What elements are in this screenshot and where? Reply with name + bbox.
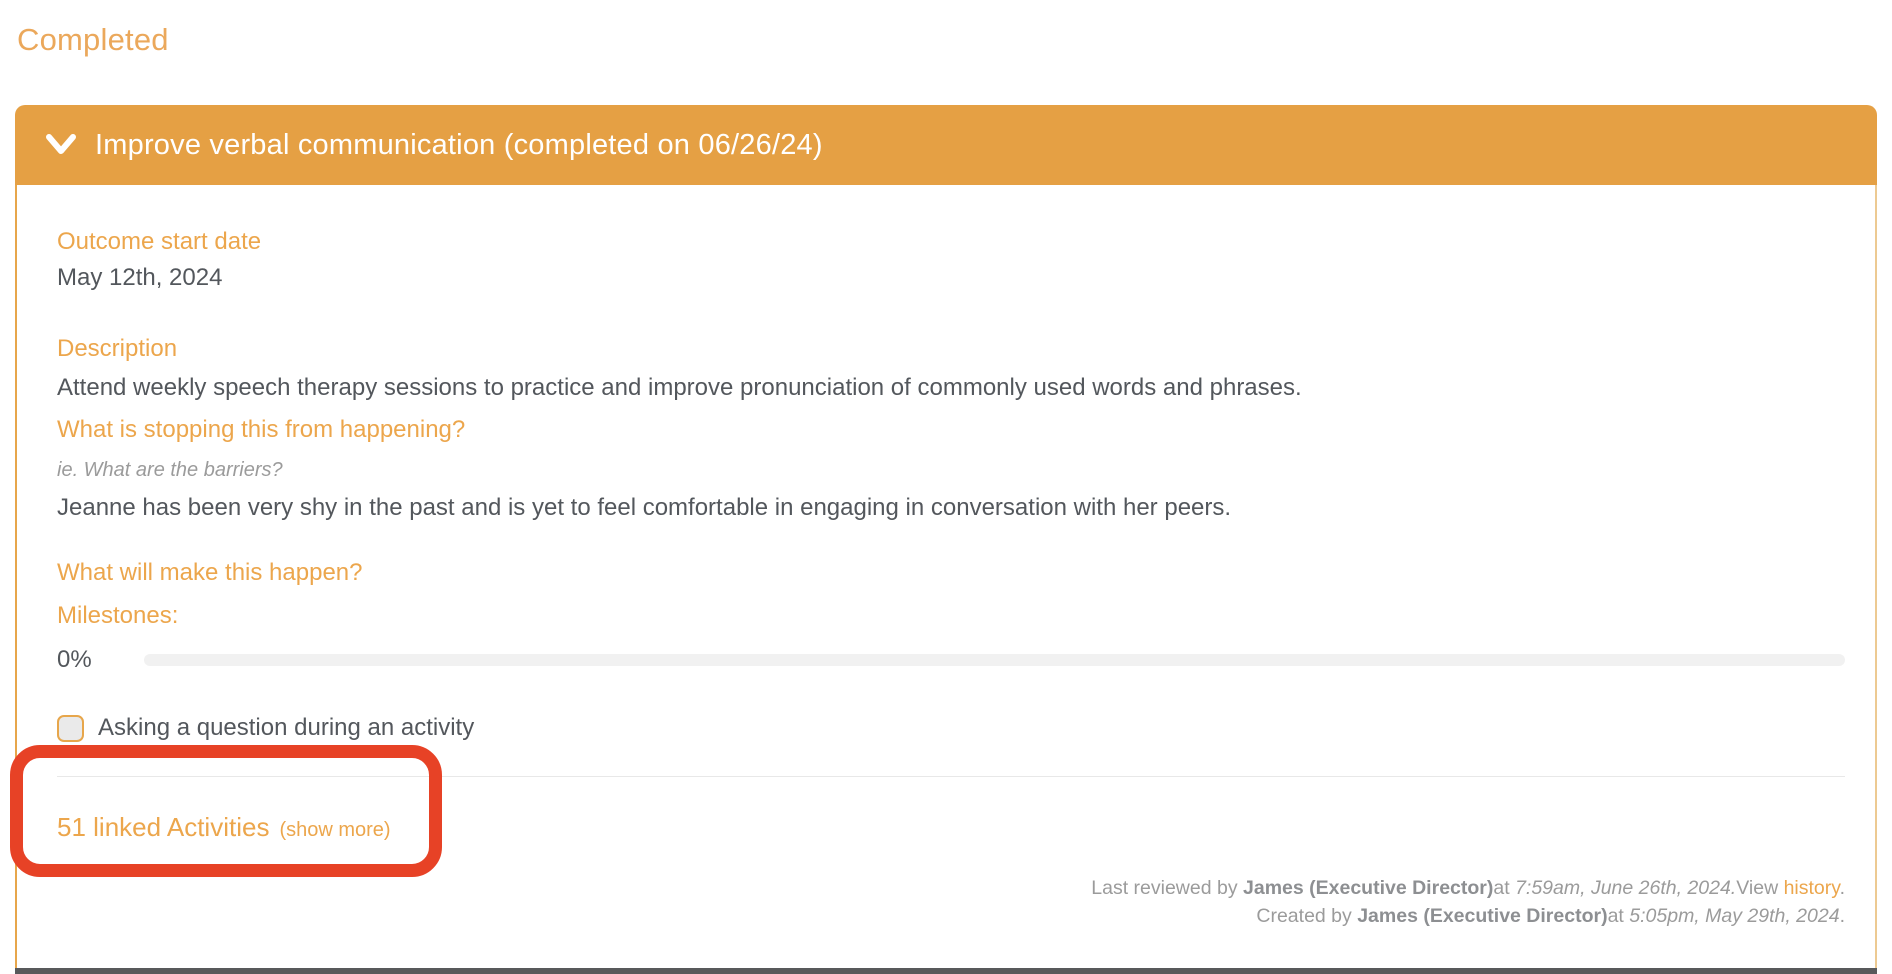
- created-suffix: .: [1839, 905, 1845, 927]
- created-line: Created by James (Executive Director)at …: [1091, 902, 1845, 930]
- linked-activities-row: 51 linked Activities (show more): [57, 812, 1845, 843]
- created-datetime: 5:05pm, May 29th, 2024: [1629, 905, 1840, 927]
- last-reviewed-line: Last reviewed by James (Executive Direct…: [1091, 874, 1845, 902]
- last-reviewed-prefix: Last reviewed by: [1091, 877, 1243, 899]
- outcome-panel-header[interactable]: Improve verbal communication (completed …: [15, 105, 1877, 185]
- view-history-link[interactable]: history: [1783, 877, 1840, 899]
- linked-activities-count[interactable]: 51 linked Activities: [57, 812, 270, 842]
- outcome-panel: Improve verbal communication (completed …: [15, 105, 1877, 968]
- milestone-item-row: Asking a question during an activity: [57, 714, 1845, 742]
- section-title-completed: Completed: [17, 22, 169, 57]
- milestone-checkbox[interactable]: [57, 714, 84, 742]
- audit-footer: Last reviewed by James (Executive Direct…: [1091, 874, 1845, 930]
- outcome-title: Improve verbal communication (completed …: [95, 128, 823, 161]
- barriers-label: What is stopping this from happening?: [57, 416, 466, 443]
- outcome-start-date-value: May 12th, 2024: [57, 264, 223, 291]
- created-prefix: Created by: [1256, 905, 1358, 927]
- last-reviewed-user: James (Executive Director): [1243, 877, 1494, 899]
- barriers-hint: ie. What are the barriers?: [57, 459, 283, 481]
- milestones-progress-percent: 0%: [57, 646, 92, 673]
- milestones-progress-bar: [144, 654, 1845, 666]
- created-user: James (Executive Director): [1357, 905, 1608, 927]
- chevron-down-icon: [46, 134, 76, 154]
- last-reviewed-datetime: 7:59am, June 26th, 2024.: [1515, 877, 1737, 899]
- milestones-label: Milestones:: [57, 602, 179, 629]
- outcome-start-date-label: Outcome start date: [57, 228, 262, 255]
- outcome-panel-body: Outcome start date May 12th, 2024 Descri…: [15, 185, 1877, 968]
- description-value: Attend weekly speech therapy sessions to…: [57, 374, 1302, 401]
- barriers-value: Jeanne has been very shy in the past and…: [57, 494, 1232, 521]
- last-reviewed-suffix: .: [1839, 877, 1845, 899]
- view-text: View: [1736, 877, 1784, 899]
- milestone-label: Asking a question during an activity: [98, 714, 475, 741]
- enablers-label: What will make this happen?: [57, 559, 363, 586]
- milestones-progress-row: 0%: [57, 645, 1845, 675]
- next-section-top-edge: [15, 968, 1877, 974]
- section-divider: [57, 776, 1845, 777]
- show-more-link[interactable]: (show more): [279, 819, 391, 841]
- description-label: Description: [57, 335, 178, 362]
- created-at: at: [1607, 905, 1630, 927]
- last-reviewed-at: at: [1493, 877, 1516, 899]
